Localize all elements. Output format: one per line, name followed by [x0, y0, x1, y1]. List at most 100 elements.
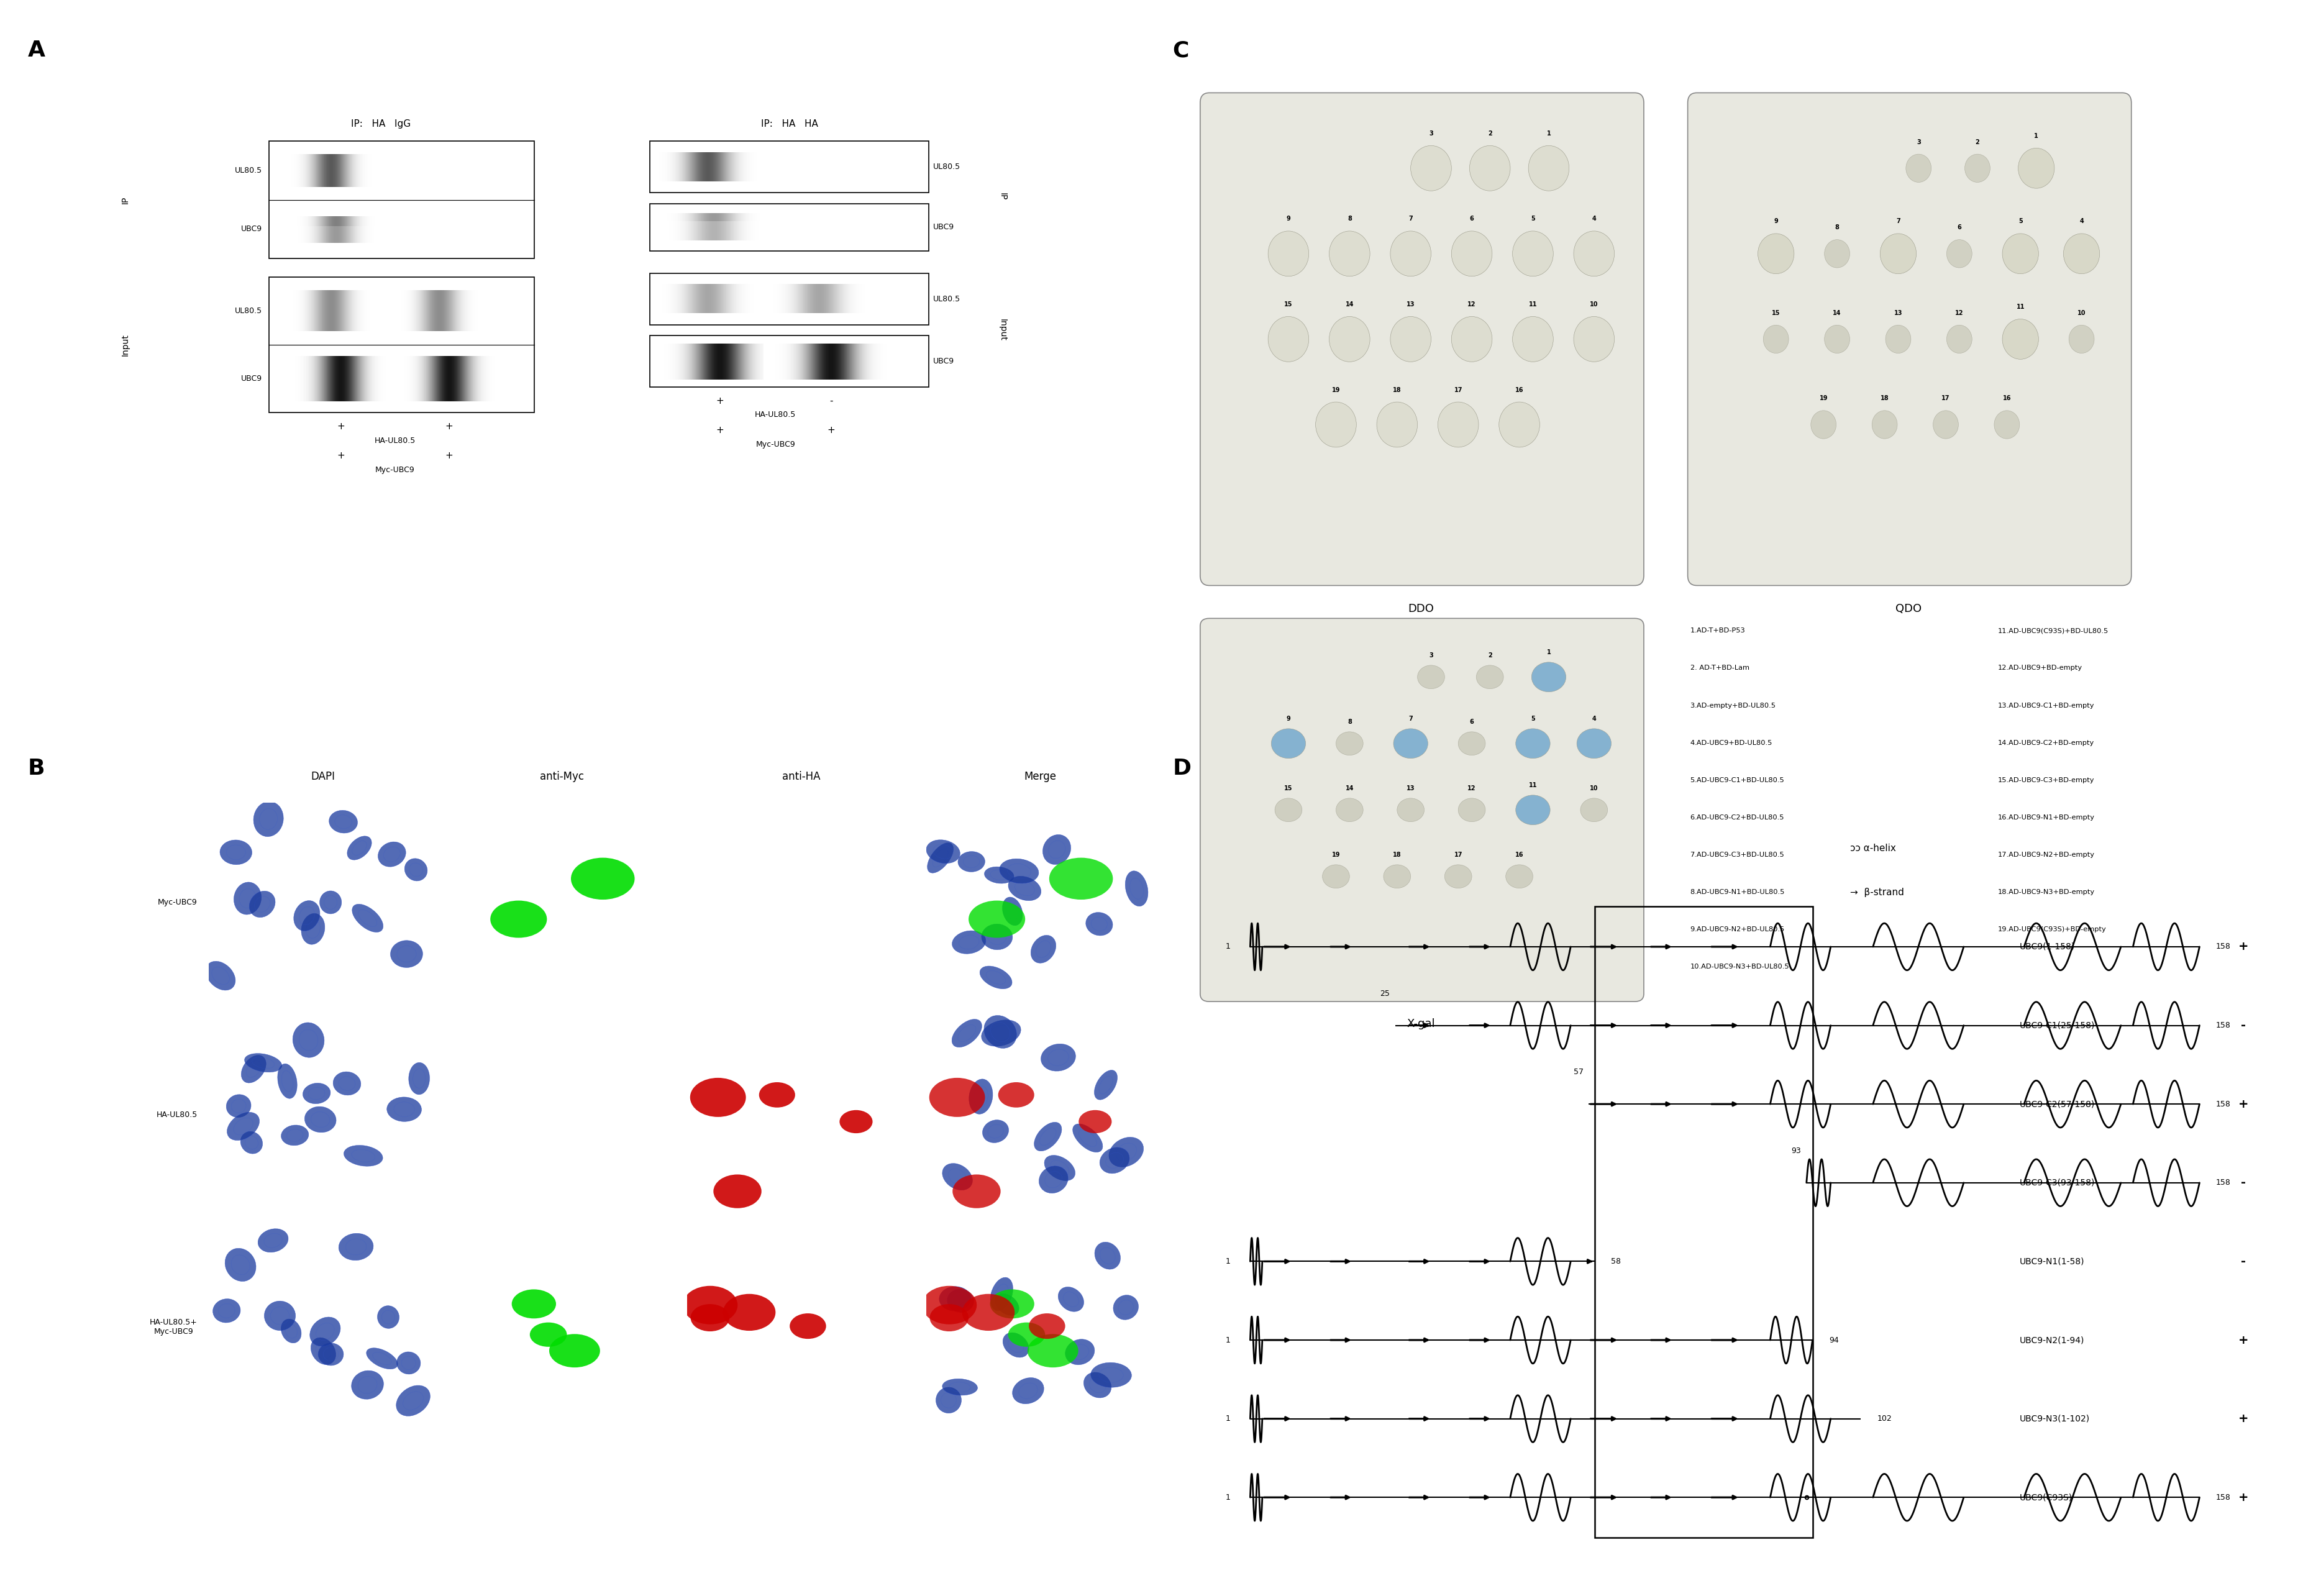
Text: UBC9-N3(1-102): UBC9-N3(1-102): [2019, 1414, 2089, 1424]
Circle shape: [1323, 865, 1349, 889]
Ellipse shape: [926, 843, 954, 873]
Circle shape: [1885, 326, 1910, 353]
Text: 1: 1: [1546, 131, 1550, 137]
Circle shape: [1527, 145, 1569, 192]
Ellipse shape: [713, 1175, 761, 1208]
Circle shape: [1994, 410, 2019, 439]
Ellipse shape: [292, 1023, 325, 1058]
Ellipse shape: [952, 1020, 982, 1047]
Text: 3: 3: [1427, 653, 1432, 658]
Ellipse shape: [227, 1112, 260, 1140]
Bar: [650, 273, 928, 324]
Circle shape: [1469, 145, 1511, 192]
Ellipse shape: [348, 836, 371, 860]
Ellipse shape: [947, 1290, 972, 1312]
Circle shape: [1458, 798, 1485, 822]
Ellipse shape: [330, 811, 357, 833]
Ellipse shape: [248, 891, 276, 918]
Text: IP:   HA   IgG: IP: HA IgG: [350, 120, 411, 128]
Ellipse shape: [959, 852, 984, 871]
Circle shape: [1335, 731, 1362, 755]
Text: UBC9-C3(93-158): UBC9-C3(93-158): [2019, 1178, 2094, 1187]
Circle shape: [1274, 798, 1302, 822]
Ellipse shape: [984, 1015, 1017, 1049]
FancyBboxPatch shape: [1200, 93, 1643, 586]
Text: 1: 1: [1225, 1258, 1230, 1266]
Ellipse shape: [722, 1294, 775, 1331]
Text: -: -: [2240, 1020, 2244, 1031]
Text: 12.AD-UBC9+BD-empty: 12.AD-UBC9+BD-empty: [1996, 666, 2082, 672]
Text: 6.AD-UBC9-C2+BD-UL80.5: 6.AD-UBC9-C2+BD-UL80.5: [1690, 814, 1785, 820]
Ellipse shape: [968, 1079, 993, 1114]
Text: ↄↄ α-helix: ↄↄ α-helix: [1850, 844, 1896, 854]
Text: 14: 14: [1831, 310, 1841, 316]
Ellipse shape: [302, 913, 325, 945]
Text: 19: 19: [1332, 851, 1339, 857]
Text: Myc-UBC9: Myc-UBC9: [158, 899, 197, 907]
Circle shape: [1581, 798, 1606, 822]
Text: 158: 158: [2214, 943, 2230, 951]
Bar: [269, 140, 534, 259]
Circle shape: [1824, 239, 1850, 268]
Ellipse shape: [1040, 1044, 1075, 1071]
Text: 19: 19: [1820, 396, 1827, 402]
Text: IP: IP: [998, 192, 1007, 200]
Text: 11: 11: [2015, 303, 2024, 310]
Ellipse shape: [258, 1229, 288, 1253]
Ellipse shape: [952, 1175, 1000, 1208]
Text: 5: 5: [2017, 219, 2022, 225]
Ellipse shape: [982, 1120, 1007, 1143]
Text: HA-UL80.5: HA-UL80.5: [754, 410, 796, 420]
Text: 17: 17: [1453, 386, 1462, 393]
Text: Myc-UBC9: Myc-UBC9: [754, 440, 796, 448]
Text: 93: 93: [1792, 1148, 1801, 1156]
Ellipse shape: [1012, 1377, 1044, 1404]
Text: 1: 1: [2033, 132, 2038, 139]
Circle shape: [1506, 865, 1532, 889]
Ellipse shape: [225, 1095, 251, 1117]
Circle shape: [1516, 729, 1550, 758]
Ellipse shape: [244, 1053, 281, 1073]
Text: 5.AD-UBC9-C1+BD-UL80.5: 5.AD-UBC9-C1+BD-UL80.5: [1690, 777, 1785, 784]
Text: 6: 6: [1469, 718, 1474, 725]
Text: 3: 3: [1427, 131, 1432, 137]
Circle shape: [1272, 729, 1304, 758]
Ellipse shape: [220, 839, 253, 865]
Circle shape: [1576, 729, 1611, 758]
Text: 13: 13: [1894, 310, 1901, 316]
Ellipse shape: [1096, 1242, 1121, 1269]
Text: 17: 17: [1453, 851, 1462, 857]
Text: 18.AD-UBC9-N3+BD-empty: 18.AD-UBC9-N3+BD-empty: [1996, 889, 2094, 895]
Ellipse shape: [982, 1020, 1021, 1047]
Ellipse shape: [928, 1304, 968, 1331]
Ellipse shape: [550, 1334, 599, 1368]
Text: 9: 9: [1286, 715, 1290, 721]
Text: 3.AD-empty+BD-UL80.5: 3.AD-empty+BD-UL80.5: [1690, 702, 1776, 709]
Text: +: +: [2237, 1412, 2247, 1425]
Text: 30μm: 30μm: [1109, 1189, 1126, 1195]
Circle shape: [1418, 666, 1444, 689]
Circle shape: [1824, 326, 1850, 353]
Text: 15: 15: [1771, 310, 1780, 316]
Circle shape: [2063, 233, 2098, 275]
Text: 18: 18: [1880, 396, 1889, 402]
Ellipse shape: [367, 1349, 397, 1369]
Circle shape: [1390, 316, 1430, 362]
Text: 8: 8: [1834, 225, 1838, 230]
Text: 30μm: 30μm: [1109, 1401, 1126, 1408]
Ellipse shape: [1086, 913, 1112, 935]
Ellipse shape: [942, 1379, 977, 1395]
Text: 5: 5: [1530, 715, 1534, 721]
Ellipse shape: [339, 1234, 374, 1261]
Text: 13.AD-UBC9-C1+BD-empty: 13.AD-UBC9-C1+BD-empty: [1996, 702, 2094, 709]
Ellipse shape: [571, 857, 634, 900]
Ellipse shape: [689, 1304, 729, 1331]
Ellipse shape: [1044, 1156, 1075, 1181]
Circle shape: [1376, 402, 1418, 447]
Text: 1: 1: [1225, 1494, 1230, 1502]
Ellipse shape: [408, 1063, 429, 1095]
Ellipse shape: [397, 1385, 429, 1416]
Text: 18: 18: [1393, 386, 1402, 393]
Text: anti-Myc: anti-Myc: [541, 771, 583, 782]
Circle shape: [1516, 795, 1550, 825]
